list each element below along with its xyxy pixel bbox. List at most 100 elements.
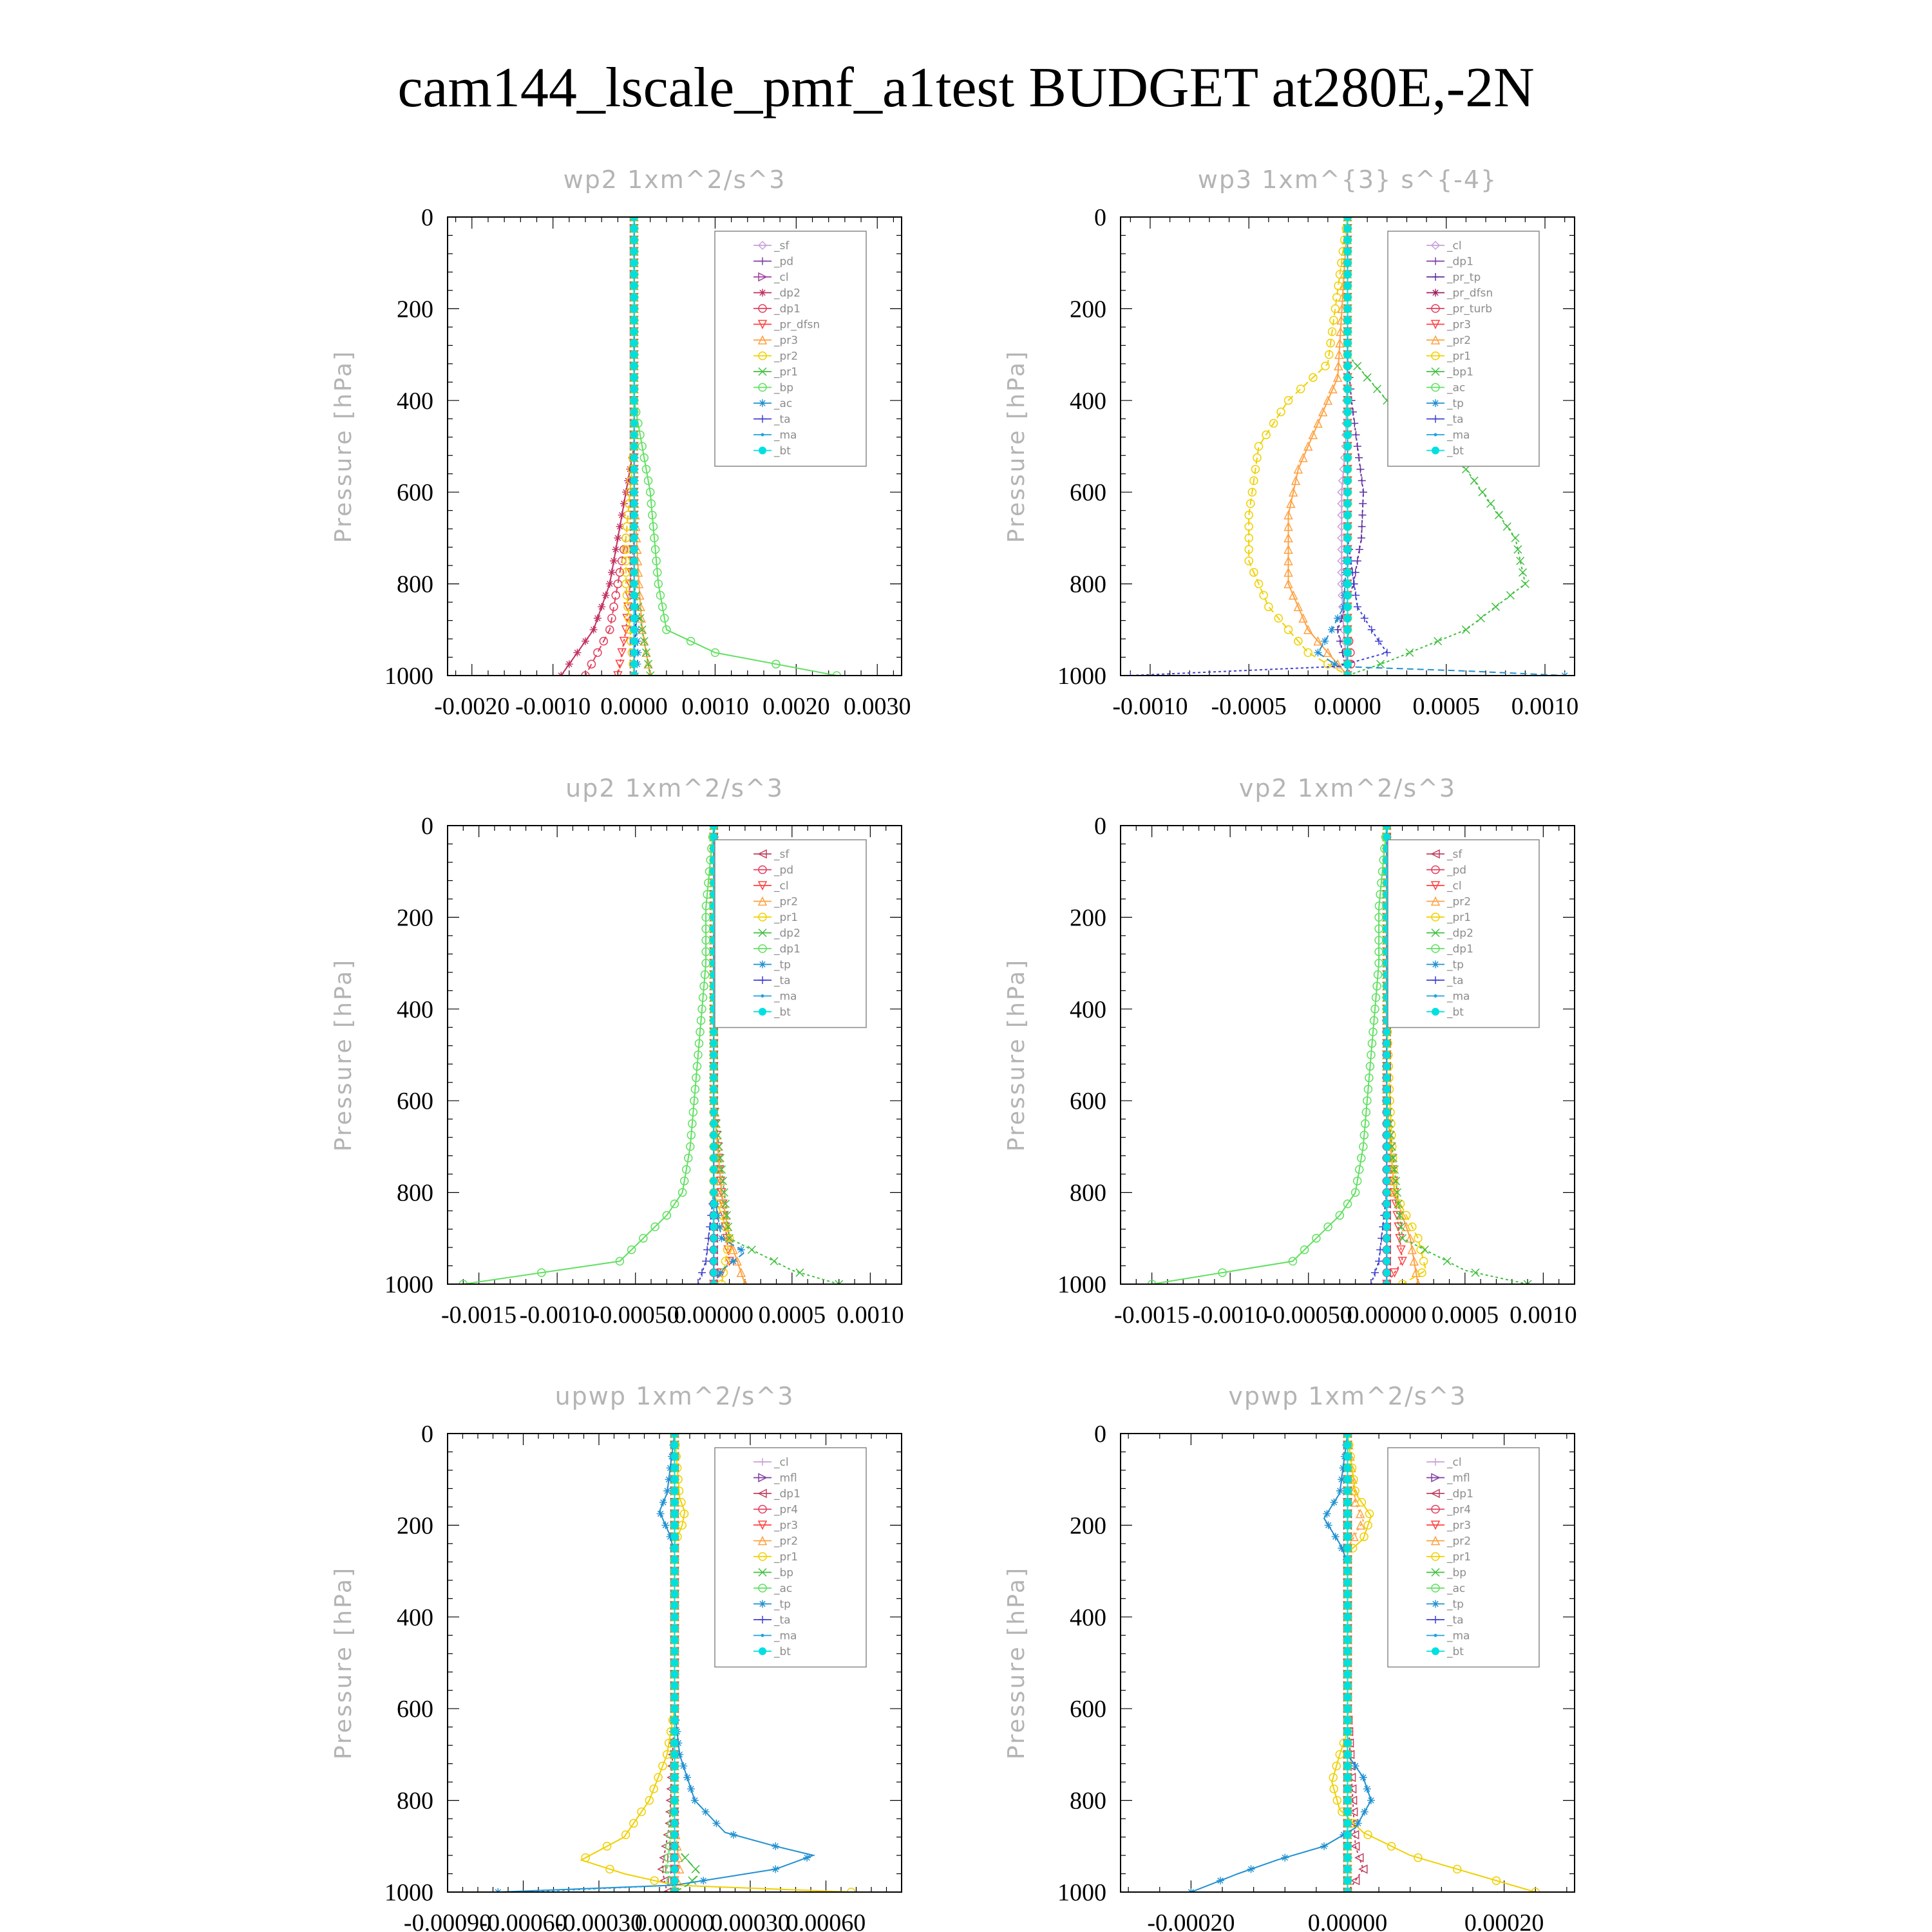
legend-entry: _pr_tp [1426, 271, 1481, 284]
legend-box [714, 231, 867, 467]
legend-label: _dp1 [773, 943, 800, 956]
series-bt [1343, 1434, 1352, 1892]
series-line [580, 1434, 851, 1892]
plot-frame [447, 216, 902, 676]
data-point [1346, 1772, 1356, 1783]
data-point [670, 1853, 679, 1862]
data-point [670, 1533, 679, 1541]
data-point [1343, 408, 1352, 416]
data-point [1443, 1256, 1452, 1265]
data-point [1321, 637, 1329, 645]
data-point [1343, 1521, 1352, 1530]
data-point [1329, 316, 1338, 325]
legend-marker [757, 240, 768, 251]
data-point [1356, 465, 1365, 473]
legend-entry: _ma [753, 429, 797, 442]
data-point [1358, 511, 1367, 519]
data-point [639, 1234, 648, 1243]
data-point [1323, 647, 1333, 658]
data-point [1343, 1750, 1352, 1759]
data-point [1343, 270, 1352, 278]
legend-marker [761, 994, 764, 998]
legend-entry: _bt [1426, 1645, 1464, 1658]
data-point [710, 1039, 718, 1048]
data-point [620, 500, 628, 507]
data-point [718, 1177, 727, 1186]
y-tick-label: 0 [421, 204, 433, 231]
legend-label: _sf [1446, 848, 1463, 861]
data-point [736, 1267, 746, 1277]
legend-marker [757, 335, 768, 345]
data-point [1383, 1142, 1391, 1151]
data-point [630, 511, 638, 519]
legend-entry: _bp1 [1426, 366, 1473, 379]
legend-entry: _pd [753, 256, 793, 269]
data-point [710, 1200, 718, 1208]
y-tick-label: 400 [1070, 388, 1106, 415]
data-point [1343, 1842, 1352, 1850]
data-point [654, 579, 663, 589]
data-point [1375, 1257, 1383, 1265]
legend-entry: _pr3 [1426, 319, 1471, 332]
data-point [630, 442, 638, 450]
data-point [609, 602, 618, 611]
data-point [1343, 1681, 1352, 1690]
legend-entry: _dp1 [753, 943, 800, 956]
data-point [1383, 649, 1391, 657]
data-point [1492, 1876, 1501, 1885]
data-point [710, 826, 718, 829]
data-point [1358, 477, 1366, 485]
data-point [1293, 601, 1303, 611]
legend-label: _ac [1446, 1582, 1465, 1595]
data-point [1283, 625, 1293, 634]
x-tick-label: 0.00030 [710, 1909, 790, 1932]
data-point [1294, 636, 1303, 646]
data-point [1343, 1464, 1352, 1472]
data-point [710, 1119, 718, 1128]
x-tick-label: 0.00060 [786, 1909, 866, 1932]
data-point [692, 1073, 701, 1083]
y-tick-label: 400 [1070, 1604, 1106, 1631]
data-point [679, 1509, 689, 1519]
data-point [618, 511, 626, 519]
data-point [1343, 1613, 1352, 1621]
legend-entry: _tp [753, 1598, 791, 1611]
data-point [630, 522, 638, 531]
legend-marker [759, 1616, 766, 1624]
legend-marker [758, 1567, 767, 1577]
legend-entry: _bp [753, 382, 793, 395]
legend-marker [1430, 849, 1440, 859]
data-point [1420, 1245, 1429, 1255]
data-point [1359, 1130, 1369, 1140]
data-point [630, 488, 638, 497]
legend-marker [757, 1488, 767, 1499]
data-point [1383, 1154, 1391, 1162]
legend-entry: _pr1 [753, 1551, 798, 1564]
data-point [681, 1853, 690, 1862]
data-point [1383, 1280, 1391, 1284]
data-point [670, 1464, 679, 1472]
data-point [1397, 1222, 1406, 1231]
legend-entry: _bt [753, 1645, 791, 1658]
legend-label: _bt [1446, 1006, 1464, 1019]
data-point [621, 568, 630, 577]
data-point [1395, 1211, 1405, 1220]
data-point [459, 1280, 468, 1284]
data-point [1334, 614, 1342, 622]
data-point [670, 1647, 679, 1656]
y-tick-label: 600 [397, 479, 433, 506]
data-point [644, 659, 653, 668]
x-tick-label: 0.0005 [1413, 693, 1481, 720]
data-point [772, 1842, 780, 1850]
y-axis-label: Pressure [hPa] [330, 350, 357, 543]
y-tick-label: 600 [397, 1088, 433, 1115]
legend-entry: _dp1 [1426, 256, 1473, 269]
legend-marker [1432, 399, 1439, 407]
data-point [599, 636, 609, 646]
data-point [1343, 1578, 1352, 1587]
data-point [1372, 981, 1381, 990]
data-point [662, 1887, 672, 1892]
plot-area [557, 217, 842, 676]
data-point [1407, 1244, 1417, 1255]
data-point [710, 1223, 718, 1231]
